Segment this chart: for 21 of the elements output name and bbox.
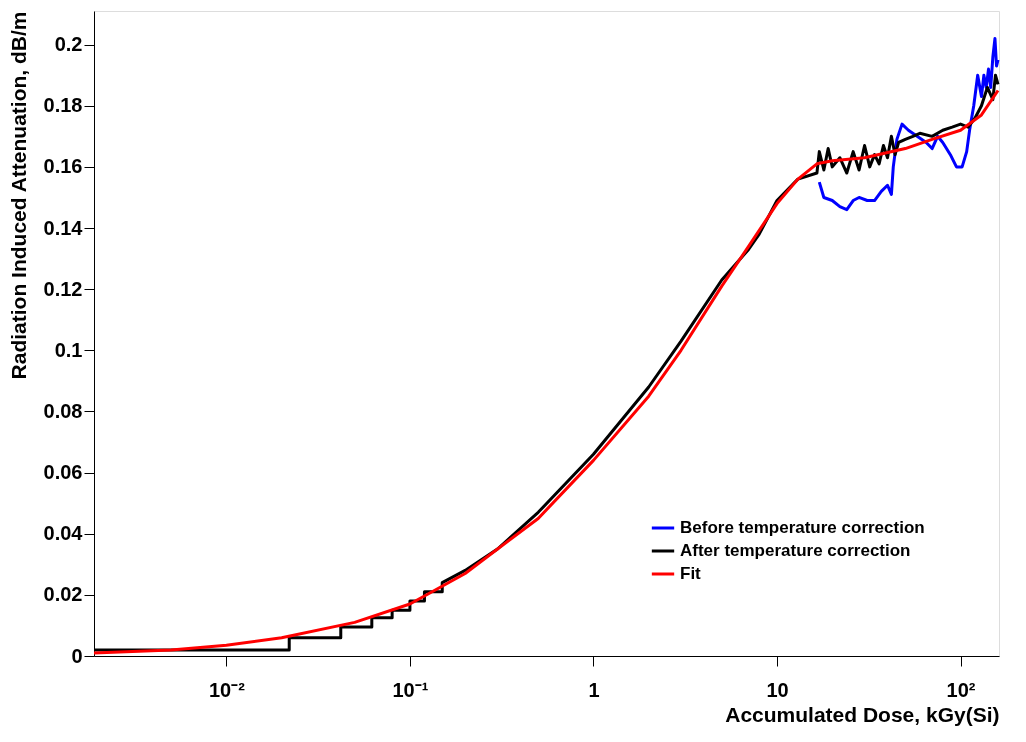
legend-label: Fit (680, 564, 702, 583)
y-tick-label: 0.08 (43, 399, 83, 422)
y-tick-label: 0.12 (43, 277, 83, 300)
y-tick-label: 0.18 (43, 94, 83, 117)
y-tick-label: 0 (71, 644, 83, 667)
y-tick-label: 0.06 (43, 461, 83, 484)
y-tick-label: 0.02 (43, 583, 83, 606)
y-axis-title: Radiation Induced Attenuation, dB/m (6, 11, 30, 380)
y-tick-label: 0.2 (54, 33, 83, 56)
x-axis-title: Accumulated Dose, kGy(Si) (725, 702, 1000, 726)
y-tick-label: 0.1 (54, 338, 83, 361)
x-tick-label: 10² (946, 678, 976, 701)
x-tick-label: 1 (588, 678, 600, 701)
legend-label: Before temperature correction (680, 518, 925, 537)
x-tick-label: 10 (766, 678, 789, 701)
y-tick-label: 0.14 (43, 216, 84, 239)
y-tick-label: 0.04 (43, 522, 84, 545)
y-tick-label: 0.16 (43, 155, 83, 178)
legend-label: After temperature correction (680, 541, 911, 560)
x-tick-label: 10⁻¹ (392, 678, 429, 701)
x-tick-label: 10⁻² (208, 678, 246, 701)
